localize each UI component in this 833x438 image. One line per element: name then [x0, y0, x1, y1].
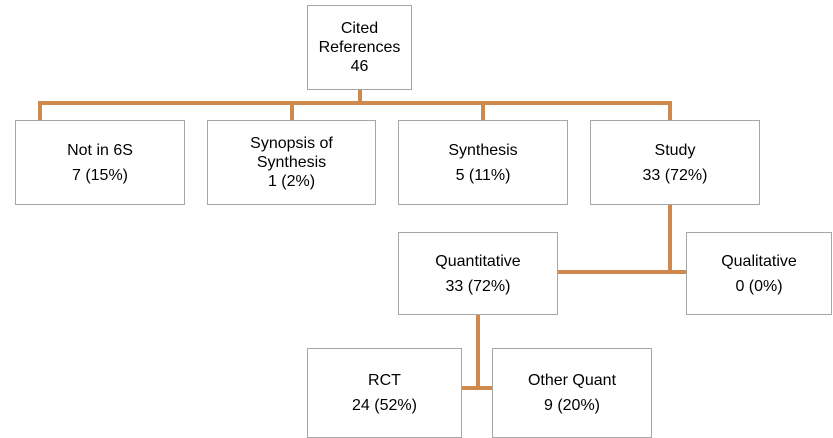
node-text: Study — [654, 141, 696, 159]
node-text: 7 (15%) — [71, 166, 129, 184]
node-text: 33 (72%) — [445, 277, 511, 295]
node-study: Study 33 (72%) — [590, 120, 760, 205]
node-text: Cited — [340, 20, 379, 37]
node-text: 33 (72%) — [642, 166, 708, 184]
node-text: 46 — [350, 58, 369, 75]
node-text: References — [318, 39, 401, 56]
node-text: 1 (2%) — [267, 173, 316, 190]
node-text: 9 (20%) — [543, 397, 601, 414]
node-text: 0 (0%) — [735, 277, 783, 295]
node-text: RCT — [368, 372, 401, 389]
node-qual: Qualitative 0 (0%) — [686, 232, 832, 315]
connectors — [38, 90, 686, 390]
node-text: Quantitative — [435, 252, 521, 270]
node-text: Qualitative — [721, 252, 797, 270]
node-text: 5 (11%) — [455, 166, 511, 184]
node-text: Other Quant — [527, 372, 617, 389]
node-text: Synopsis of — [250, 135, 333, 152]
node-not6s: Not in 6S 7 (15%) — [15, 120, 185, 205]
node-text: Not in 6S — [67, 141, 133, 159]
node-synthesis: Synthesis 5 (11%) — [398, 120, 568, 205]
node-quant: Quantitative 33 (72%) — [398, 232, 558, 315]
node-synopsis: Synopsis of Synthesis 1 (2%) — [207, 120, 376, 205]
node-text: Synthesis — [448, 141, 518, 159]
page: Cited References 46 Not in 6S 7 (15%) Synopsi… — [15, 5, 832, 438]
node-text: Synthesis — [256, 154, 327, 171]
node-root: Cited References 46 — [307, 5, 412, 90]
node-otherquant: Other Quant 9 (20%) — [492, 348, 652, 438]
node-text: 24 (52%) — [352, 397, 417, 414]
node-rct: RCT 24 (52%) — [307, 348, 462, 438]
